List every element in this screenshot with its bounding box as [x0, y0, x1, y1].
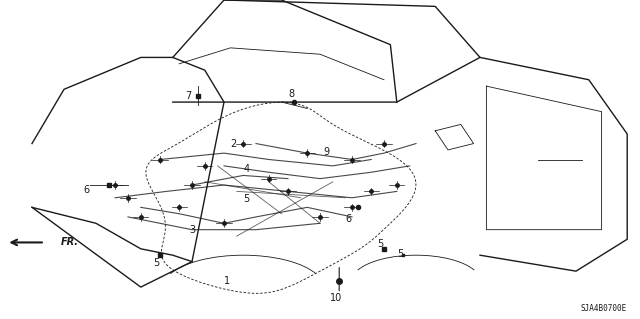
- Text: 5: 5: [154, 258, 160, 268]
- Text: 6: 6: [346, 213, 352, 224]
- Text: 10: 10: [330, 293, 342, 303]
- Text: 3: 3: [189, 225, 195, 235]
- Text: 4: 4: [243, 164, 250, 174]
- Text: 2: 2: [230, 138, 237, 149]
- Text: 8: 8: [288, 89, 294, 99]
- Text: 9: 9: [323, 146, 330, 157]
- Text: 7: 7: [186, 91, 192, 101]
- Text: 5: 5: [397, 249, 403, 259]
- Text: 5: 5: [378, 239, 384, 249]
- Text: 1: 1: [224, 276, 230, 286]
- Text: 6: 6: [83, 185, 90, 195]
- Text: SJA4B0700E: SJA4B0700E: [581, 304, 627, 313]
- Text: 5: 5: [243, 194, 250, 204]
- Text: FR.: FR.: [61, 237, 79, 248]
